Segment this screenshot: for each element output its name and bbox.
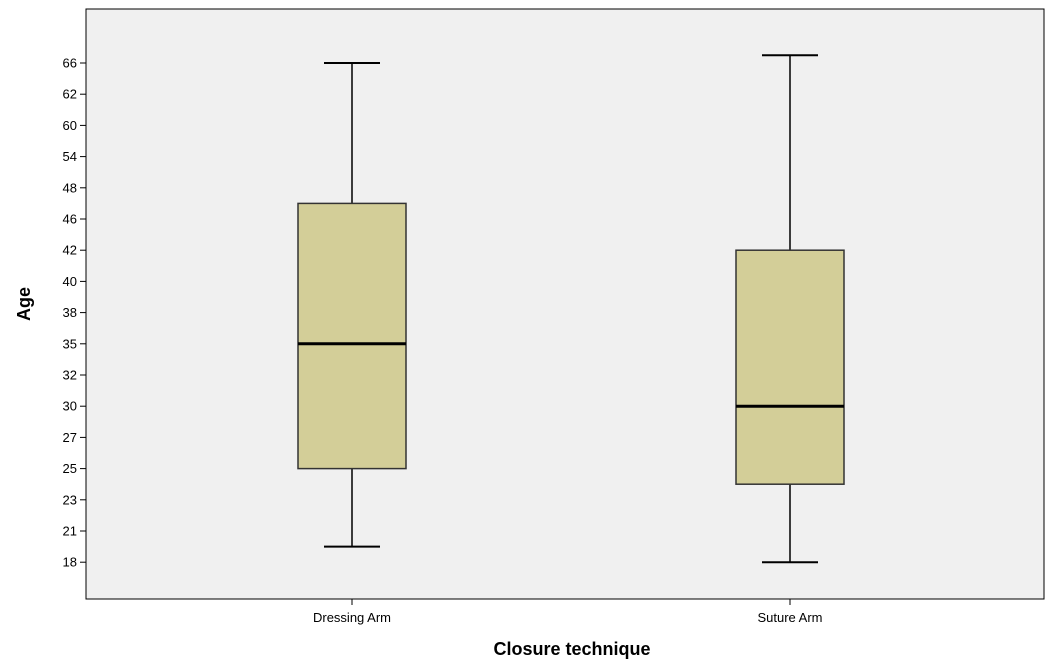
iqr-box-suture-arm [735, 249, 845, 485]
y-tick-label-32: 32 [63, 368, 77, 383]
y-tick-label-48: 48 [63, 180, 77, 195]
y-tick-label-23: 23 [63, 492, 77, 507]
y-tick-label-46: 46 [63, 212, 77, 227]
y-tick-label-38: 38 [63, 305, 77, 320]
plot-area [85, 8, 1045, 600]
y-tick-label-25: 25 [63, 461, 77, 476]
y-tick-label-66: 66 [63, 56, 77, 71]
x-tick-label-suture-arm: Suture Arm [757, 610, 822, 625]
iqr-box-dressing-arm [297, 202, 407, 470]
box-suture-arm [735, 54, 845, 564]
x-tick-label-dressing-arm: Dressing Arm [313, 610, 391, 625]
x-axis: Dressing Arm Suture Arm [313, 599, 823, 625]
y-tick-label-30: 30 [63, 399, 77, 414]
y-tick-label-18: 18 [63, 555, 77, 570]
x-axis-title: Closure technique [493, 639, 650, 659]
y-tick-label-35: 35 [63, 336, 77, 351]
y-axis-title: Age [14, 287, 34, 321]
y-tick-label-40: 40 [63, 274, 77, 289]
y-tick-label-42: 42 [63, 243, 77, 258]
y-axis: 18 21 23 25 27 30 32 35 38 40 42 46 48 54 60 62 66 [63, 56, 86, 570]
y-tick-label-60: 60 [63, 118, 77, 133]
y-tick-label-54: 54 [63, 149, 77, 164]
box-dressing-arm [297, 62, 407, 548]
y-tick-label-62: 62 [63, 87, 77, 102]
y-tick-label-27: 27 [63, 430, 77, 445]
boxes [297, 54, 845, 564]
y-tick-label-21: 21 [63, 524, 77, 539]
